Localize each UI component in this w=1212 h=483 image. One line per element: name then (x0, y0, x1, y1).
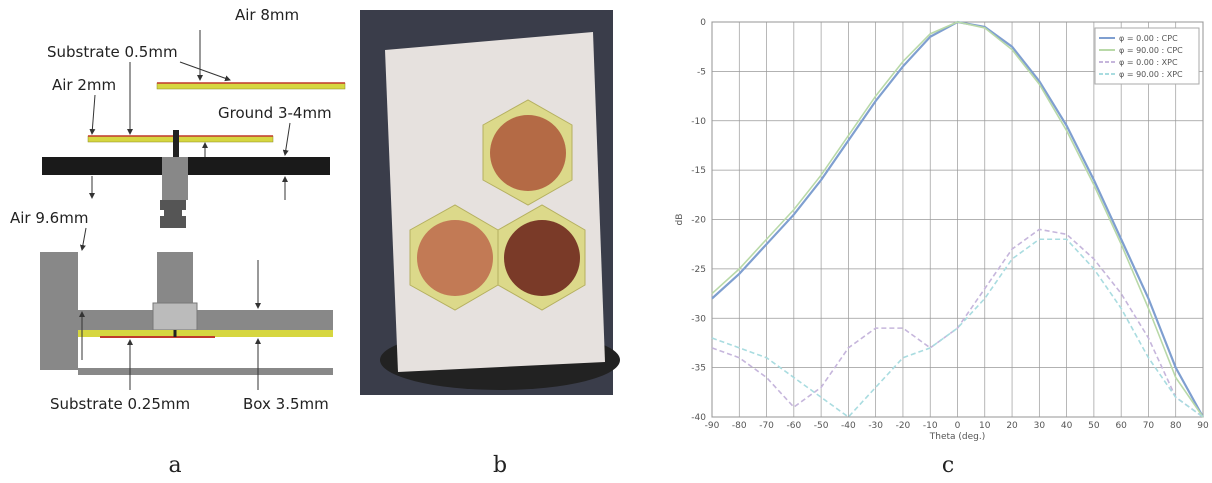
y-tick-label: -30 (691, 314, 706, 324)
y-tick-label: 0 (700, 18, 706, 28)
x-tick-label: -60 (786, 421, 801, 431)
x-tick-label: 40 (1061, 421, 1073, 431)
diagram: Air 8mm Substrate 0.5mm Air 2mm Ground 3… (10, 6, 346, 413)
x-tick-label: -30 (868, 421, 883, 431)
chart: -90 -80 -70 -60 -50 -40 -30 -20 -10 0 10 20 30 40 50 60… (675, 18, 1209, 442)
label: Substrate 0.25mm (50, 395, 190, 413)
y-tick-label: -40 (691, 413, 706, 423)
mid-substrate (87, 135, 274, 143)
x-tick-label: 70 (1143, 421, 1155, 431)
legend-label: φ = 0.00 : XPC (1119, 58, 1178, 67)
patch (490, 115, 566, 191)
panel-label: c (942, 453, 954, 478)
label: Substrate 0.5mm (47, 43, 178, 61)
y-tick-label: -20 (691, 216, 706, 226)
x-axis-label: Theta (deg.) (929, 432, 986, 442)
arrow (179, 61, 231, 82)
x-tick-label: 60 (1115, 421, 1127, 431)
connector (162, 157, 188, 200)
x-tick-label: -50 (814, 421, 829, 431)
label: Air 8mm (235, 6, 299, 24)
y-tick-label: -25 (691, 265, 706, 275)
series-line (711, 238, 1204, 419)
pin (173, 130, 179, 160)
x-tick-label: 0 (955, 421, 961, 431)
y-tick-label: -10 (691, 117, 706, 127)
box-bottom (78, 368, 333, 375)
x-tick-label: -70 (759, 421, 774, 431)
x-tick-label: 90 (1197, 421, 1209, 431)
series-line (711, 21, 1204, 418)
series-line (711, 228, 1204, 418)
x-tick-label: 50 (1088, 421, 1100, 431)
x-tick-label: 30 (1034, 421, 1046, 431)
label: Ground 3-4mm (218, 104, 332, 122)
x-tick-label: 10 (979, 421, 991, 431)
y-axis-label: dB (675, 214, 685, 226)
connector-flange (152, 302, 198, 331)
arrow (282, 122, 291, 156)
patch (504, 220, 580, 296)
x-tick-label: 20 (1006, 421, 1018, 431)
label: Box 3.5mm (243, 395, 329, 413)
box-wall (40, 252, 78, 370)
panel-label: b (493, 453, 507, 478)
x-tick-label: -40 (841, 421, 856, 431)
x-tick-label: -80 (732, 421, 747, 431)
x-tick-label: -90 (705, 421, 720, 431)
x-tick-label: 80 (1170, 421, 1182, 431)
y-tick-label: -35 (691, 364, 706, 374)
low-substrate (78, 330, 333, 337)
x-tick-label: -20 (896, 421, 911, 431)
y-tick-label: -5 (697, 67, 706, 77)
photo (360, 10, 620, 395)
connector-tail (160, 200, 186, 228)
legend-label: φ = 90.00 : CPC (1119, 46, 1183, 55)
legend-label: φ = 0.00 : CPC (1119, 34, 1178, 43)
label: Air 2mm (52, 76, 116, 94)
arrow (89, 94, 96, 135)
patch (417, 220, 493, 296)
label: Air 9.6mm (10, 209, 88, 227)
box-top (78, 310, 333, 330)
panel-label: a (168, 453, 181, 478)
y-tick-label: -15 (691, 166, 706, 176)
x-tick-label: -10 (923, 421, 938, 431)
legend-label: φ = 90.00 : XPC (1119, 70, 1183, 79)
connector-body (157, 252, 193, 304)
top-substrate (156, 82, 346, 90)
arrow (79, 227, 87, 251)
board (385, 32, 605, 372)
